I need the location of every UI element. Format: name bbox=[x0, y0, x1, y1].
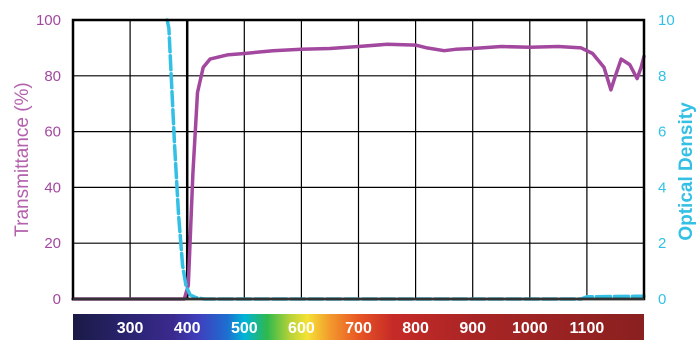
wavelength-label: 1000 bbox=[512, 320, 548, 337]
y-tick-label-right: 0 bbox=[658, 291, 666, 308]
y-tick-labels-right: 0 2 4 6 8 10 bbox=[658, 12, 675, 308]
wavelength-label: 700 bbox=[345, 320, 372, 337]
wavelength-label: 900 bbox=[459, 320, 486, 337]
wavelength-labels: 300 400 500 600 700 800 900 1000 1100 bbox=[117, 320, 605, 337]
y-tick-label-right: 4 bbox=[658, 179, 666, 196]
y-tick-label-right: 6 bbox=[658, 124, 666, 141]
optical-density-line bbox=[165, 18, 646, 301]
wavelength-label: 400 bbox=[174, 320, 201, 337]
y-tick-label-left: 20 bbox=[44, 235, 61, 252]
y-tick-label-left: 100 bbox=[36, 12, 61, 29]
y-tick-label-left: 40 bbox=[44, 179, 61, 196]
y-tick-label-left: 0 bbox=[53, 291, 61, 308]
y-tick-label-left: 80 bbox=[44, 68, 61, 85]
wavelength-label: 1100 bbox=[570, 320, 605, 337]
y-tick-label-right: 10 bbox=[658, 12, 675, 29]
wavelength-label: 800 bbox=[402, 320, 429, 337]
y-tick-label-left: 60 bbox=[44, 124, 61, 141]
y-axis-label-right: Optical Density bbox=[676, 102, 697, 241]
wavelength-label: 500 bbox=[231, 320, 258, 337]
transmittance-line bbox=[71, 42, 646, 301]
y-tick-labels-left: 0 20 40 60 80 100 bbox=[36, 12, 61, 308]
plot-frame bbox=[71, 18, 646, 301]
grid bbox=[73, 20, 644, 299]
y-tick-label-right: 2 bbox=[658, 235, 666, 252]
y-tick-label-right: 8 bbox=[658, 68, 666, 85]
spectrum-colorbar bbox=[73, 314, 644, 340]
y-axis-label-left: Transmittance (%) bbox=[12, 82, 33, 237]
wavelength-label: 300 bbox=[117, 320, 144, 337]
wavelength-label: 600 bbox=[288, 320, 315, 337]
